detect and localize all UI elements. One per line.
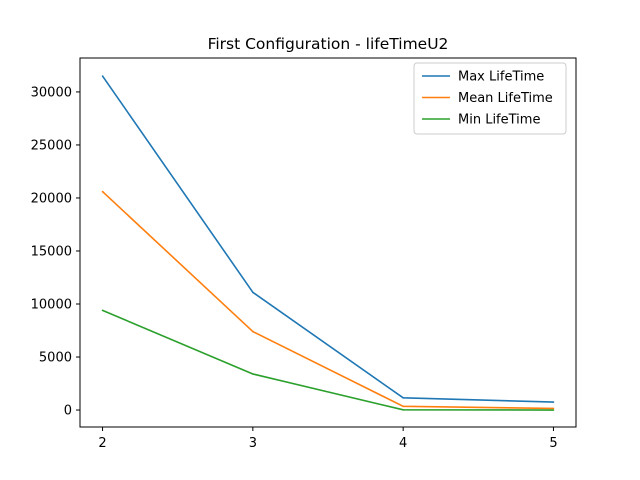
- y-tick-label: 0: [64, 404, 72, 419]
- series-line-2: [102, 309, 554, 411]
- legend-label: Min LifeTime: [458, 113, 540, 128]
- data-point-0-0: [101, 75, 104, 77]
- legend-label: Max LifeTime: [458, 70, 544, 85]
- data-point-1-3: [552, 407, 555, 410]
- y-tick-label: 25000: [31, 138, 72, 153]
- data-point-1-1: [252, 330, 254, 333]
- y-tick-label: 15000: [31, 244, 72, 259]
- legend-box: [413, 62, 567, 135]
- y-axis-ticks: 0 5000 10000 15000 20000 25000 30000: [31, 85, 80, 419]
- series-layer: [101, 75, 555, 411]
- y-tick-label: 30000: [31, 85, 72, 100]
- y-tick-label: 5000: [39, 351, 72, 366]
- data-point-0-2: [402, 397, 404, 399]
- x-tick-label: 2: [98, 436, 106, 451]
- x-tick-label: 3: [249, 436, 257, 451]
- series-line-0: [101, 75, 554, 403]
- data-point-0-3: [552, 401, 555, 403]
- data-point-2-1: [252, 373, 254, 375]
- data-point-1-0: [101, 190, 104, 193]
- series-line-1: [102, 191, 554, 410]
- chart-title: First Configuration - lifeTimeU2: [208, 35, 449, 53]
- data-point-2-3: [552, 409, 555, 411]
- x-axis-ticks: 2 3 4 5: [98, 427, 558, 451]
- data-point-2-0: [101, 309, 104, 312]
- data-point-1-2: [402, 405, 404, 408]
- data-point-0-1: [252, 291, 254, 294]
- x-tick-label: 5: [549, 436, 557, 451]
- data-point-2-2: [402, 409, 404, 411]
- legend-label: Mean LifeTime: [458, 91, 553, 106]
- y-tick-label: 20000: [31, 191, 72, 206]
- legend: Max LifeTime Mean LifeTime Min LifeTime: [413, 62, 567, 135]
- x-tick-label: 4: [399, 436, 407, 451]
- y-tick-label: 10000: [31, 298, 72, 313]
- plot-frame: [79, 57, 577, 428]
